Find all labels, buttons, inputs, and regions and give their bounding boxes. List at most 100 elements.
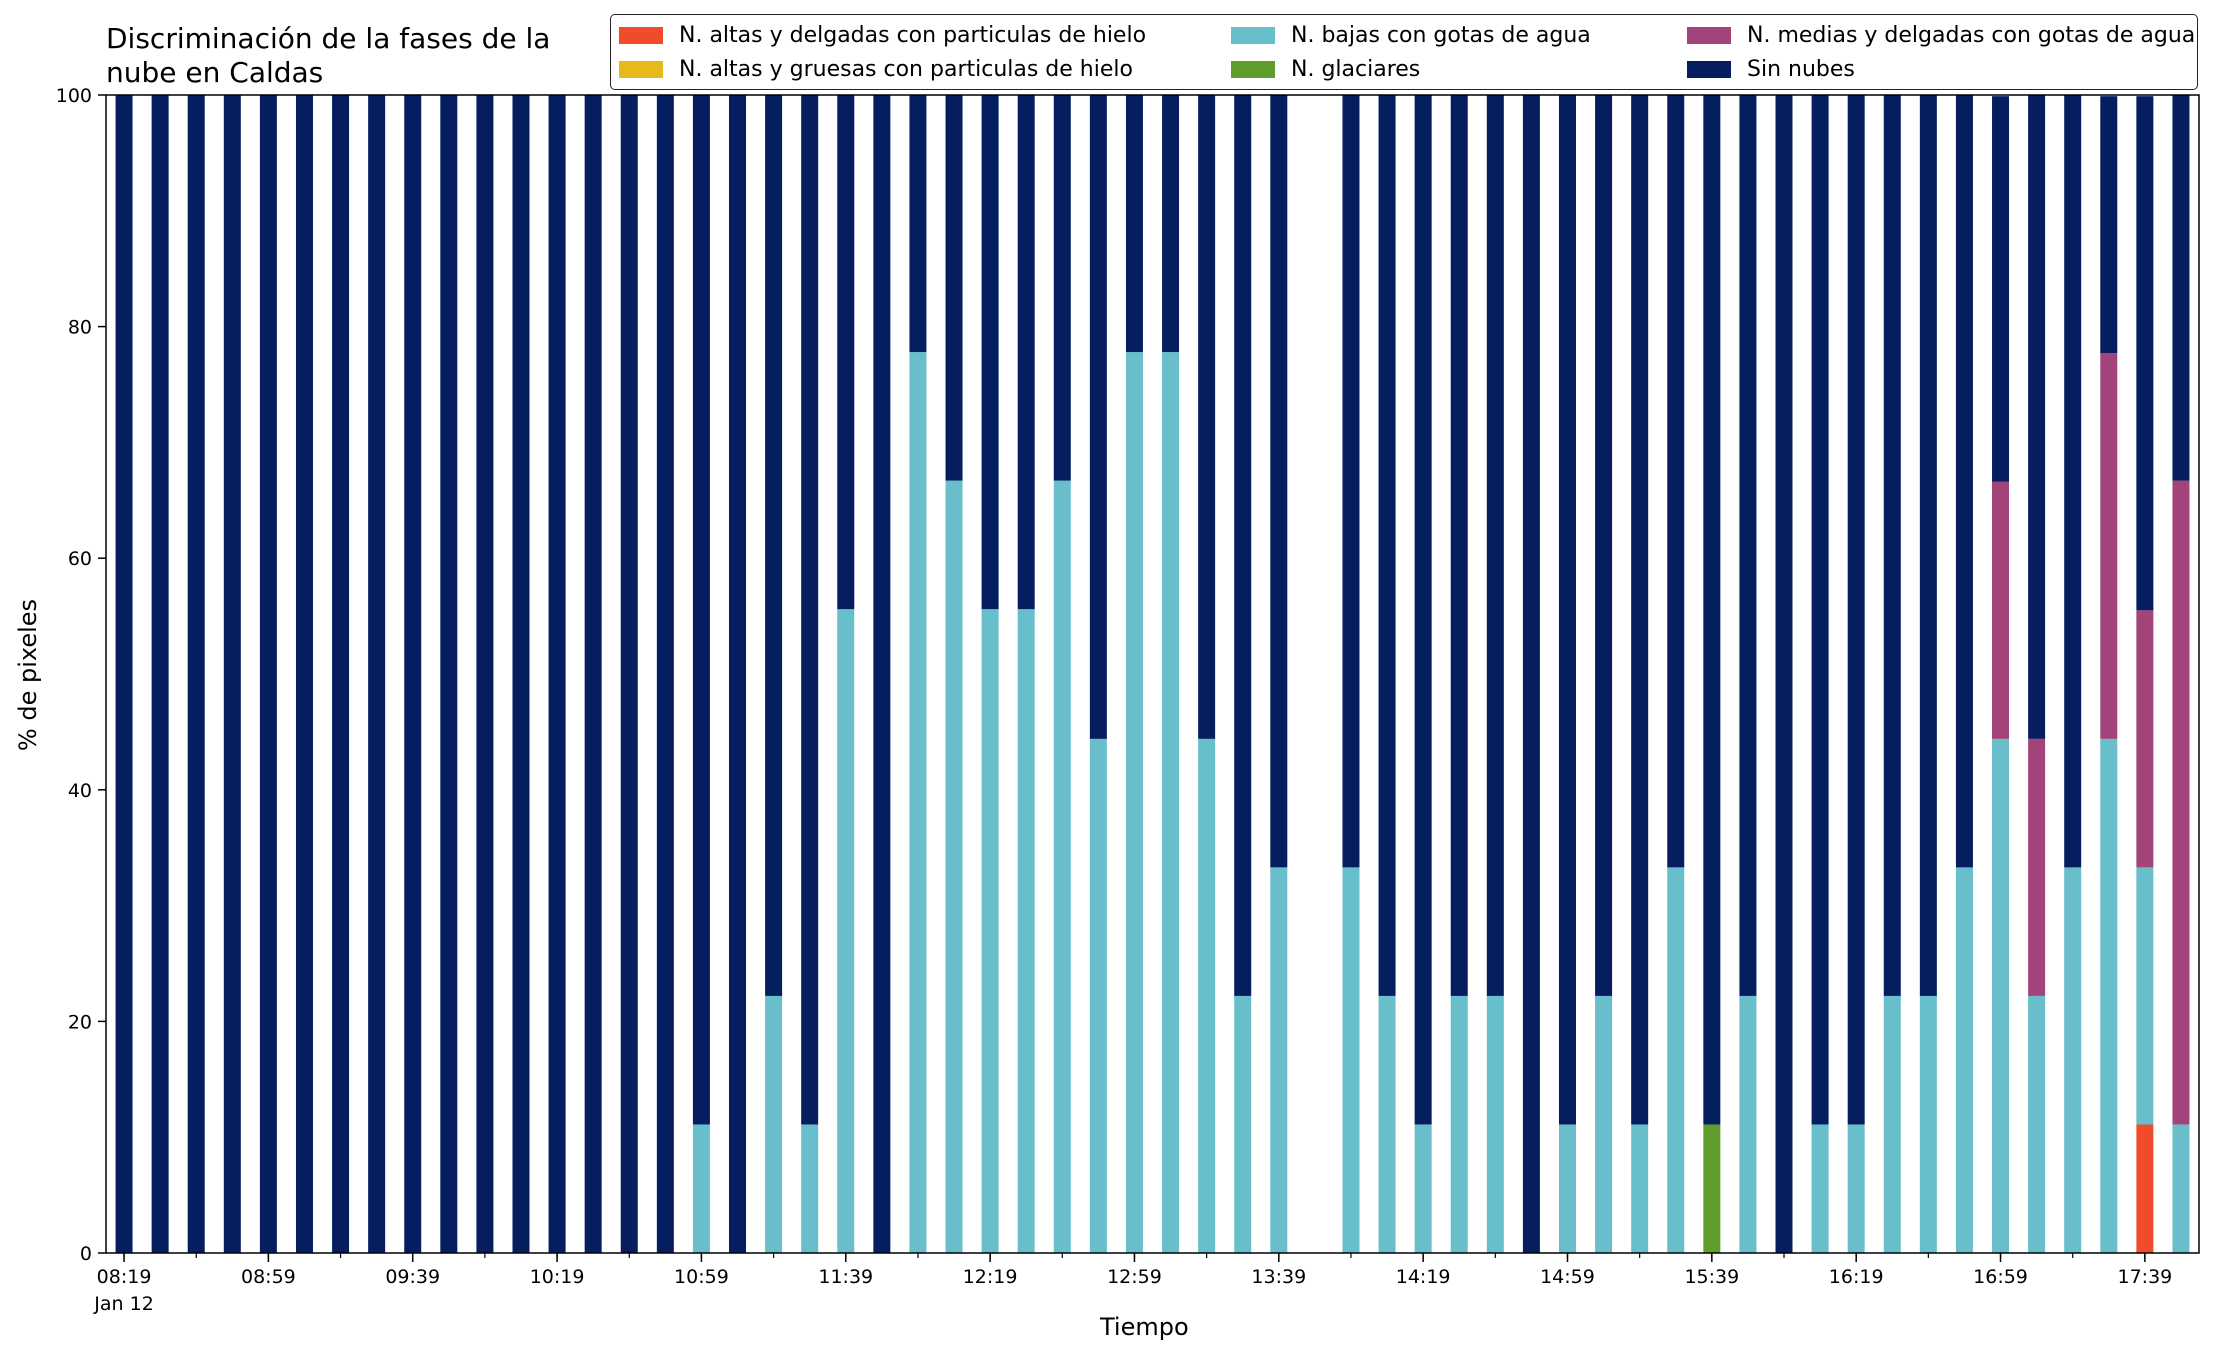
bar-segment-2-42 bbox=[1631, 1124, 1649, 1253]
bar-segment-5-7 bbox=[368, 95, 386, 1253]
bar-segment-5-40 bbox=[1558, 95, 1576, 1125]
bar-segment-2-34 bbox=[1342, 867, 1360, 1253]
bar-segment-5-44 bbox=[1703, 95, 1721, 1125]
bar-segment-5-42 bbox=[1631, 95, 1649, 1125]
bar-segment-5-5 bbox=[295, 95, 313, 1253]
y-tick-label-3: 60 bbox=[68, 548, 92, 570]
legend-label-2: N. bajas con gotas de agua bbox=[1291, 22, 1591, 48]
legend-item-5: Sin nubes bbox=[1687, 52, 1855, 86]
bar-segment-2-41 bbox=[1595, 995, 1613, 1253]
legend-label-4: N. medias y delgadas con gotas de agua bbox=[1747, 22, 2196, 48]
bar-segment-5-16 bbox=[692, 95, 710, 1125]
legend-item-4: N. medias y delgadas con gotas de agua bbox=[1687, 18, 2195, 52]
bar-segment-5-8 bbox=[404, 95, 422, 1253]
bar-segment-5-57 bbox=[2172, 95, 2190, 481]
bar-segment-2-23 bbox=[945, 480, 963, 1253]
chart-title: Discriminación de la fases de la nube en… bbox=[106, 22, 551, 89]
bar-segment-2-50 bbox=[1919, 995, 1937, 1253]
bar-segment-2-28 bbox=[1125, 352, 1143, 1253]
bar-segment-5-14 bbox=[620, 95, 638, 1253]
bar-segment-2-22 bbox=[909, 352, 927, 1253]
x-tick-label-8: 13:39 bbox=[1251, 1266, 1306, 1288]
x-axis-label: Tiempo bbox=[1100, 1313, 1189, 1341]
bar-segment-5-39 bbox=[1522, 95, 1540, 1253]
bar-segment-5-52 bbox=[1992, 96, 2010, 482]
legend-swatch-1 bbox=[619, 60, 663, 78]
bar-segment-2-18 bbox=[765, 995, 783, 1253]
bar-segment-5-37 bbox=[1450, 95, 1468, 996]
legend-swatch-0 bbox=[619, 26, 663, 44]
x-tick-label-1: 08:59 bbox=[241, 1266, 296, 1288]
bar-segment-5-23 bbox=[945, 95, 963, 481]
bar-segment-5-50 bbox=[1919, 95, 1937, 996]
bar-segment-5-17 bbox=[729, 95, 747, 1253]
x-axis: 08:19 08:59 09:39 10:19 10:59 11:39 12:19 12:59… bbox=[93, 1253, 2172, 1315]
bar-segment-5-22 bbox=[909, 95, 927, 353]
bar-segment-5-53 bbox=[2028, 95, 2046, 739]
bar-segment-5-6 bbox=[332, 95, 350, 1253]
bar-segment-2-27 bbox=[1089, 738, 1107, 1253]
bars-layer bbox=[115, 95, 2190, 1253]
bar-segment-5-48 bbox=[1847, 95, 1865, 1125]
bar-segment-4-52 bbox=[1992, 481, 2010, 739]
bar-segment-5-21 bbox=[873, 95, 891, 1253]
x-tick-label-14: 17:39 bbox=[2117, 1266, 2172, 1288]
bar-segment-5-0 bbox=[115, 95, 133, 1253]
legend-item-2: N. bajas con gotas de agua bbox=[1231, 18, 1591, 52]
x-tick-label-12: 16:19 bbox=[1829, 1266, 1884, 1288]
bar-segment-5-20 bbox=[837, 95, 855, 610]
legend-swatch-3 bbox=[1231, 60, 1275, 78]
bar-segment-2-20 bbox=[837, 609, 855, 1253]
bar-segment-2-52 bbox=[1992, 738, 2010, 1253]
legend-item-3: N. glaciares bbox=[1231, 52, 1420, 86]
bar-segment-0-56 bbox=[2136, 1124, 2154, 1253]
legend-item-1: N. altas y gruesas con particulas de hie… bbox=[619, 52, 1133, 86]
x-tick-label-7: 12:59 bbox=[1107, 1266, 1162, 1288]
bar-segment-2-57 bbox=[2172, 1124, 2190, 1253]
x-tick-label-5: 11:39 bbox=[818, 1266, 873, 1288]
bar-segment-2-55 bbox=[2100, 738, 2118, 1253]
bar-segment-2-56 bbox=[2136, 867, 2154, 1125]
legend-item-0: N. altas y delgadas con particulas de hi… bbox=[619, 18, 1146, 52]
bar-segment-5-36 bbox=[1414, 95, 1432, 1125]
bar-segment-5-12 bbox=[548, 95, 566, 1253]
y-tick-label-0: 0 bbox=[80, 1243, 92, 1265]
y-tick-label-1: 20 bbox=[68, 1011, 92, 1033]
legend-label-1: N. altas y gruesas con particulas de hie… bbox=[679, 56, 1133, 82]
y-axis: 0 20 40 60 80 100 bbox=[56, 85, 106, 1265]
bar-segment-5-34 bbox=[1342, 95, 1360, 868]
bar-segment-5-26 bbox=[1053, 95, 1071, 481]
bar-segment-2-36 bbox=[1414, 1124, 1432, 1253]
bar-segment-5-18 bbox=[765, 95, 783, 996]
bar-segment-5-13 bbox=[584, 95, 602, 1253]
x-tick-label-9: 14:19 bbox=[1396, 1266, 1451, 1288]
bar-segment-5-1 bbox=[151, 95, 169, 1253]
legend-label-0: N. altas y delgadas con particulas de hi… bbox=[679, 22, 1147, 48]
bar-segment-3-44 bbox=[1703, 1124, 1721, 1253]
bar-segment-5-15 bbox=[656, 95, 674, 1253]
bar-segment-4-56 bbox=[2136, 610, 2154, 868]
bar-segment-2-35 bbox=[1378, 995, 1396, 1253]
bar-segment-5-29 bbox=[1162, 95, 1180, 353]
bar-segment-5-24 bbox=[981, 95, 999, 610]
bar-segment-5-38 bbox=[1486, 95, 1504, 996]
bar-segment-5-51 bbox=[1955, 95, 1973, 868]
bar-segment-2-40 bbox=[1558, 1124, 1576, 1253]
bar-segment-5-32 bbox=[1270, 95, 1288, 868]
bar-segment-5-49 bbox=[1883, 95, 1901, 996]
bar-segment-2-54 bbox=[2064, 867, 2082, 1253]
bar-segment-2-31 bbox=[1234, 995, 1252, 1253]
bar-segment-5-19 bbox=[801, 95, 819, 1125]
bar-segment-5-43 bbox=[1667, 95, 1685, 868]
bar-segment-2-48 bbox=[1847, 1124, 1865, 1253]
bar-segment-5-45 bbox=[1739, 95, 1757, 996]
legend-label-5: Sin nubes bbox=[1747, 56, 1855, 82]
legend-swatch-4 bbox=[1687, 26, 1731, 44]
bar-segment-5-2 bbox=[187, 95, 205, 1253]
bar-segment-2-53 bbox=[2028, 995, 2046, 1253]
bar-segment-5-10 bbox=[476, 95, 494, 1253]
x-tick-label-13: 16:59 bbox=[1973, 1266, 2028, 1288]
bar-segment-5-46 bbox=[1775, 95, 1793, 1253]
bar-segment-5-30 bbox=[1198, 95, 1216, 739]
